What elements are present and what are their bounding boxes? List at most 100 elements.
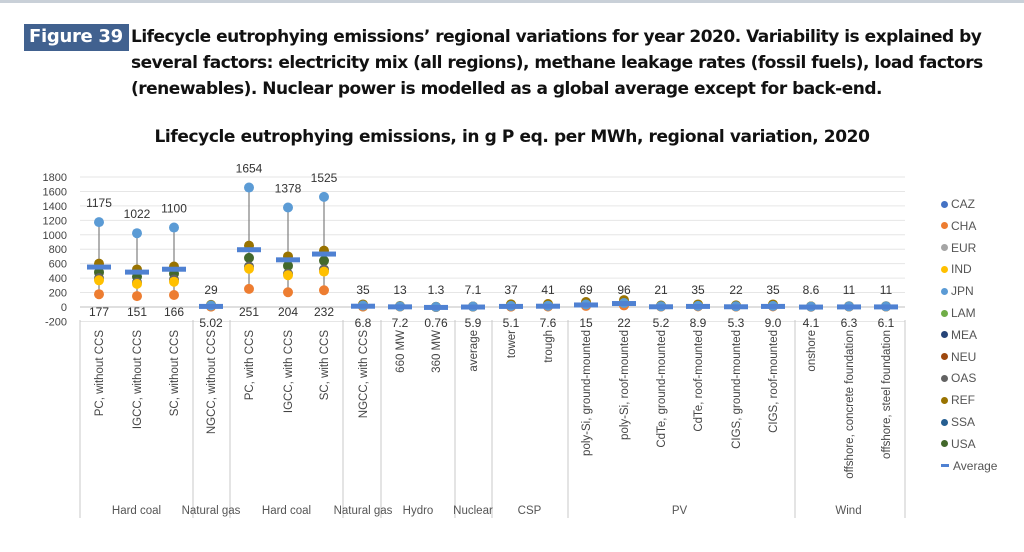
caption-line: Lifecycle eutrophying emissions’ regiona… bbox=[131, 27, 982, 47]
group-label: Wind bbox=[835, 505, 861, 517]
group-label: Natural gas bbox=[182, 505, 241, 517]
legend-label: CHA bbox=[951, 218, 977, 233]
max-value-label: 7.1 bbox=[465, 283, 482, 297]
data-point-jpn bbox=[283, 202, 293, 213]
min-value-label: 232 bbox=[314, 305, 334, 319]
data-point-ind bbox=[132, 278, 142, 289]
group-label: Hard coal bbox=[262, 505, 311, 517]
y-tick-label: -200 bbox=[45, 316, 67, 328]
category-label: tower bbox=[506, 330, 518, 358]
max-value-label: 1378 bbox=[275, 181, 302, 195]
legend-dot-icon bbox=[941, 265, 948, 273]
average-marker bbox=[686, 303, 710, 309]
average-marker bbox=[874, 304, 898, 310]
category-label: poly-Si, ground-mounted bbox=[581, 330, 593, 456]
legend-label: EUR bbox=[951, 240, 977, 255]
y-tick-label: 1600 bbox=[43, 186, 67, 198]
legend-item-ssa: SSA bbox=[941, 414, 975, 430]
category-label: PC, with CCS bbox=[244, 330, 256, 401]
min-value-label: 9.0 bbox=[765, 316, 782, 330]
average-marker bbox=[574, 302, 598, 308]
min-value-label: 22 bbox=[617, 316, 631, 330]
max-value-label: 35 bbox=[766, 283, 780, 297]
max-value-label: 1654 bbox=[236, 162, 263, 176]
category-label: CdTe, ground-mounted bbox=[656, 330, 668, 448]
max-value-label: 11 bbox=[843, 283, 856, 297]
max-value-label: 11 bbox=[880, 283, 893, 297]
legend-item-cha: CHA bbox=[941, 218, 976, 234]
min-value-label: 7.6 bbox=[540, 316, 557, 330]
y-tick-label: 600 bbox=[49, 259, 67, 271]
data-point-ind bbox=[169, 276, 179, 287]
min-value-label: 5.02 bbox=[199, 316, 223, 330]
min-value-label: 5.1 bbox=[503, 316, 520, 330]
average-marker bbox=[312, 251, 336, 257]
legend-item-caz: CAZ bbox=[941, 196, 975, 212]
data-point-jpn bbox=[169, 222, 179, 233]
data-point-cha bbox=[169, 290, 179, 301]
max-value-label: 1.3 bbox=[428, 283, 445, 297]
group-label: PV bbox=[672, 505, 688, 517]
max-value-label: 96 bbox=[617, 283, 631, 297]
figure-badge: Figure 39 bbox=[24, 24, 129, 51]
average-marker bbox=[199, 303, 223, 309]
average-marker bbox=[761, 303, 785, 309]
legend-label: MEA bbox=[951, 327, 978, 342]
max-value-label: 1100 bbox=[161, 202, 187, 216]
data-point-cha bbox=[283, 287, 293, 298]
category-label: SC, with CCS bbox=[319, 330, 331, 401]
category-label: CIGS, ground-mounted bbox=[731, 330, 743, 449]
legend-item-lam: LAM bbox=[941, 305, 976, 321]
legend-label: Average bbox=[953, 458, 998, 473]
min-value-label: 166 bbox=[164, 305, 184, 319]
average-marker bbox=[87, 264, 111, 270]
data-point-cha bbox=[319, 285, 329, 296]
legend-dot-icon bbox=[941, 244, 948, 252]
legend-label: IND bbox=[951, 262, 972, 277]
legend-dot-icon bbox=[941, 287, 948, 295]
caption-line: several factors: electricity mix (all re… bbox=[131, 53, 983, 73]
legend-label: USA bbox=[951, 436, 976, 451]
min-value-label: 6.1 bbox=[878, 316, 895, 330]
data-point-jpn bbox=[244, 182, 254, 193]
chart-title: Lifecycle eutrophying emissions, in g P … bbox=[154, 127, 870, 147]
y-tick-label: 1200 bbox=[43, 215, 67, 227]
legend-item-jpn: JPN bbox=[941, 283, 974, 299]
min-value-label: 251 bbox=[239, 305, 259, 319]
group-label: CSP bbox=[518, 505, 542, 517]
min-value-label: 7.2 bbox=[392, 316, 409, 330]
y-tick-label: 1800 bbox=[43, 172, 67, 184]
max-value-label: 1525 bbox=[311, 171, 338, 185]
max-value-label: 69 bbox=[579, 283, 593, 297]
min-value-label: 204 bbox=[278, 305, 298, 319]
max-value-label: 1022 bbox=[124, 207, 151, 221]
min-value-label: 8.9 bbox=[690, 316, 707, 330]
average-marker bbox=[424, 304, 448, 310]
legend-dot-icon bbox=[941, 374, 948, 382]
category-label: NGCC, without CCS bbox=[206, 330, 218, 434]
legend-label: JPN bbox=[951, 284, 974, 299]
group-label: Hydro bbox=[403, 505, 434, 517]
legend-dot-icon bbox=[941, 353, 948, 361]
min-value-label: 6.3 bbox=[841, 316, 858, 330]
y-tick-label: 1000 bbox=[43, 230, 67, 242]
y-tick-label: 800 bbox=[49, 244, 67, 256]
category-label: average bbox=[468, 330, 480, 372]
legend-label: REF bbox=[951, 393, 975, 408]
data-point-cha bbox=[132, 291, 142, 302]
legend-dot-icon bbox=[941, 440, 948, 448]
legend-item-ref: REF bbox=[941, 392, 975, 408]
y-tick-label: 400 bbox=[49, 273, 67, 285]
category-label: 660 MW bbox=[395, 330, 407, 373]
max-value-label: 1175 bbox=[86, 196, 112, 210]
average-marker bbox=[125, 269, 149, 275]
max-value-label: 21 bbox=[654, 283, 668, 297]
category-label: PC, without CCS bbox=[94, 330, 106, 417]
legend-dot-icon bbox=[941, 396, 948, 404]
y-tick-label: 1400 bbox=[43, 201, 67, 213]
average-marker bbox=[162, 266, 186, 272]
max-value-label: 13 bbox=[393, 283, 407, 297]
data-point-cha bbox=[94, 289, 104, 300]
legend-item-mea: MEA bbox=[941, 327, 977, 343]
